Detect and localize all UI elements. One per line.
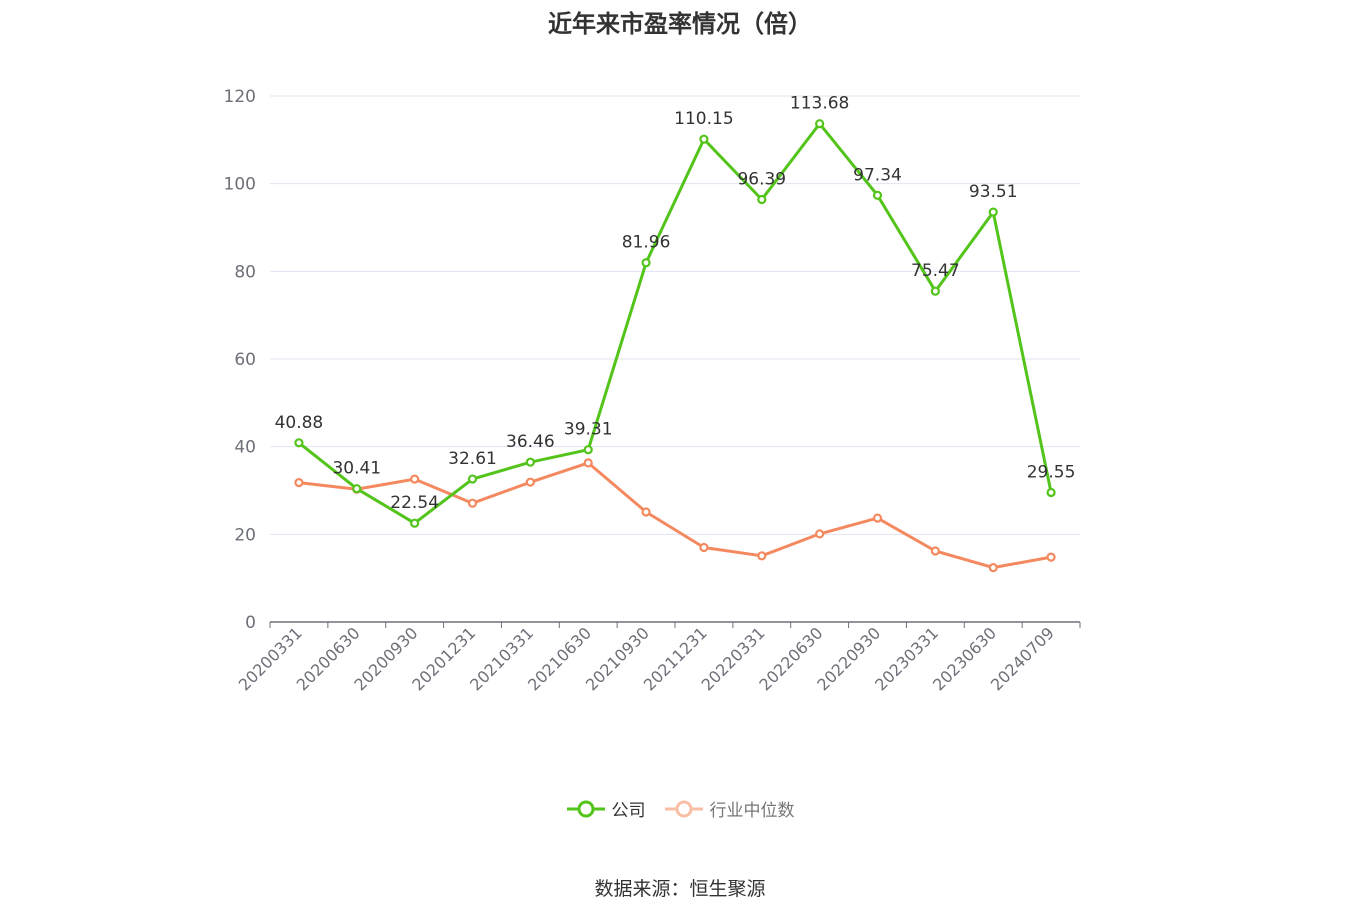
data-point [699,134,709,144]
data-label: 96.39 [737,169,786,189]
legend-line-marker-icon [664,800,703,817]
data-point [872,190,883,200]
legend: 公司 行业中位数 [0,796,1360,821]
y-tick-label: 80 [234,262,256,282]
data-point [1046,487,1056,498]
line-chart: 0204060801001202020033120200630202009302… [224,87,1081,694]
data-point [699,542,709,553]
data-point [1046,552,1056,562]
data-point [525,457,535,467]
data-point [930,286,940,296]
data-label: 39.31 [564,420,613,440]
data-point [815,529,825,539]
data-label: 29.55 [1027,462,1076,482]
y-tick-label: 20 [234,525,256,545]
data-point [525,477,535,487]
data-point [988,207,998,217]
legend-item-company[interactable]: 公司 [566,796,646,821]
data-label: 30.41 [332,459,381,479]
data-labels: 40.88 30.41 22.54 32.61 36.46 39.31 81.96 110.1… [275,94,1076,513]
grid-lines [270,95,1080,535]
data-point [410,474,420,484]
data-point [641,507,651,517]
legend-line-marker-icon [566,800,605,817]
x-tick-label: 20240709 [987,623,1058,694]
y-tick-label: 60 [234,350,256,370]
data-label: 40.88 [275,413,324,433]
y-tick-label: 0 [245,613,256,633]
data-label: 75.47 [911,261,960,281]
axes: 0204060801001202020033120200630202009302… [224,87,1081,694]
data-point [872,513,883,523]
data-point [410,518,420,528]
y-tick-label: 100 [224,175,256,195]
data-point [641,258,651,268]
data-label: 93.51 [969,182,1018,202]
y-tick-label: 40 [234,438,256,458]
data-point [583,458,593,468]
data-label: 36.46 [506,432,555,452]
data-point [815,119,825,129]
data-point [294,438,304,448]
data-label: 110.15 [674,109,733,129]
legend-label-industry-median: 行业中位数 [709,801,795,821]
data-label: 81.96 [622,233,671,253]
legend-label-company: 公司 [611,801,646,821]
legend-item-industry-median[interactable]: 行业中位数 [664,796,795,821]
data-point [467,498,478,508]
data-point [583,445,593,455]
data-label: 32.61 [448,449,497,469]
data-label: 97.34 [853,165,902,185]
chart-title: 近年来市盈率情况（倍） [548,10,812,38]
data-point [988,563,998,573]
source-note: 数据来源：恒生聚源 [594,878,766,900]
data-point [757,194,767,205]
series-line [297,461,1053,570]
data-point [467,474,478,484]
data-label: 22.54 [390,493,439,513]
data-point [294,478,304,488]
data-point [757,551,767,561]
y-tick-label: 120 [224,87,256,107]
series-lines [294,119,1056,573]
data-label: 113.68 [790,94,849,114]
series-line [297,122,1053,525]
data-point [352,484,362,494]
data-point [930,546,940,556]
